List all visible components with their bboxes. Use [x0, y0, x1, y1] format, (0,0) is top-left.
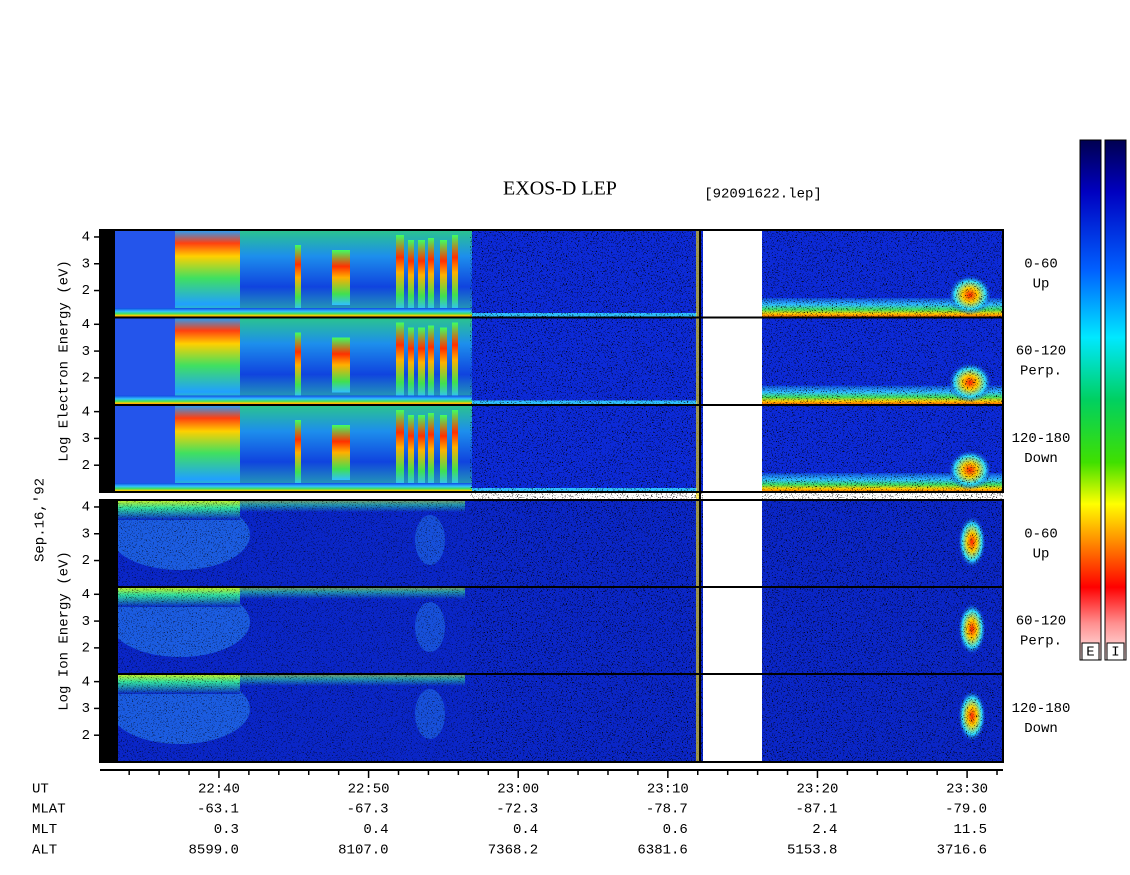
colorbar: [1079, 139, 1102, 661]
pitch-label: 120-180: [1012, 431, 1071, 447]
y-tick-label: 3: [82, 526, 90, 542]
noise-overlay: [115, 500, 470, 762]
ephemeris-value: -79.0: [945, 802, 987, 818]
y-tick-label: 4: [82, 230, 90, 246]
colorbar-label-box: [1081, 642, 1100, 661]
colorbar-label-box: [1106, 642, 1125, 661]
ephemeris-value: 0.6: [663, 822, 688, 838]
ephemeris-value: 5153.8: [787, 843, 837, 859]
y-tick-label: 4: [82, 404, 90, 420]
direction-label: Up: [1033, 546, 1050, 562]
pitch-label: 0-60: [1024, 526, 1058, 542]
ephemeris-value: 11.5: [953, 822, 987, 838]
y-tick-label: 3: [82, 614, 90, 630]
y-tick-label: 2: [82, 641, 90, 657]
ephemeris-name: MLAT: [32, 802, 66, 818]
direction-label: Down: [1024, 721, 1058, 737]
ephemeris-value: -63.1: [197, 802, 239, 818]
x-tick-label: 22:40: [198, 782, 240, 798]
direction-label: Perp.: [1020, 634, 1062, 650]
x-tick-label: 23:30: [946, 782, 988, 798]
pitch-label: 120-180: [1012, 701, 1071, 717]
y-tick-label: 2: [82, 283, 90, 299]
ephemeris-value: 0.4: [363, 822, 388, 838]
colorbar-label: I: [1111, 645, 1119, 661]
x-tick-label: 23:20: [796, 782, 838, 798]
y-axis-label: Log Electron Energy (eV): [57, 260, 73, 462]
ephemeris-value: 8107.0: [338, 843, 388, 859]
direction-label: Perp.: [1020, 364, 1062, 380]
ephemeris-value: 2.4: [812, 822, 837, 838]
y-tick-label: 2: [82, 553, 90, 569]
x-tick-label: 23:10: [647, 782, 689, 798]
colorbar: [1104, 139, 1127, 661]
ephemeris-value: -72.3: [496, 802, 538, 818]
x-tick-label: 23:00: [497, 782, 539, 798]
y-tick-label: 4: [82, 674, 90, 690]
data-edge: [696, 230, 700, 762]
y-tick-label: 4: [82, 500, 90, 516]
y-tick-label: 2: [82, 728, 90, 744]
ephemeris-value: 0.3: [214, 822, 239, 838]
ephemeris-value: -67.3: [347, 802, 389, 818]
y-tick-label: 4: [82, 587, 90, 603]
panel-frame: [99, 499, 1004, 763]
ephemeris-value: 6381.6: [637, 843, 687, 859]
x-axis-label: UT: [32, 782, 49, 798]
y-tick-label: 3: [82, 701, 90, 717]
colorbar-label: E: [1086, 645, 1094, 661]
ephemeris-value: 7368.2: [488, 843, 538, 859]
ephemeris-value: -87.1: [795, 802, 837, 818]
chart-title: EXOS-D LEP: [503, 178, 617, 200]
direction-label: Up: [1033, 276, 1050, 292]
data-gap: [703, 230, 762, 762]
y-tick-label: 3: [82, 256, 90, 272]
y-tick-label: 3: [82, 431, 90, 447]
pitch-label: 0-60: [1024, 256, 1058, 272]
date-label: Sep.16,'92: [33, 478, 49, 562]
pitch-label: 60-120: [1016, 344, 1066, 360]
ephemeris-value: 8599.0: [189, 843, 239, 859]
direction-label: Down: [1024, 451, 1058, 467]
y-tick-label: 2: [82, 458, 90, 474]
ephemeris-value: 3716.6: [937, 843, 987, 859]
ephemeris-value: 0.4: [513, 822, 538, 838]
x-tick-label: 22:50: [348, 782, 390, 798]
ephemeris-value: -78.7: [646, 802, 688, 818]
y-tick-label: 2: [82, 371, 90, 387]
y-axis-label: Log Ion Energy (eV): [57, 551, 73, 711]
y-tick-label: 3: [82, 344, 90, 360]
pitch-label: 60-120: [1016, 614, 1066, 630]
panel-frame: [99, 229, 1004, 493]
ephemeris-name: ALT: [32, 843, 57, 859]
ephemeris-name: MLT: [32, 822, 57, 838]
file-name: [92091622.lep]: [704, 187, 822, 203]
y-tick-label: 4: [82, 317, 90, 333]
